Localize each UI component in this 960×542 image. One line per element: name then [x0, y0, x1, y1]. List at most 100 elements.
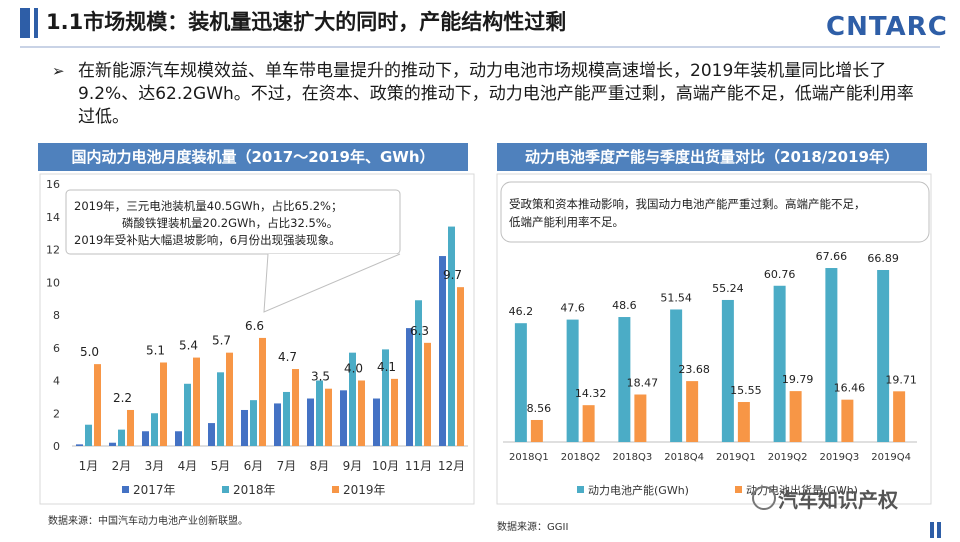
x-tick-label: 9月 — [343, 459, 363, 473]
bar-2017年 — [406, 328, 413, 446]
bar-2017年 — [208, 423, 215, 446]
x-tick-label: 12月 — [438, 459, 465, 473]
bar-capacity — [618, 317, 631, 442]
corner-decoration — [930, 522, 944, 542]
bar-shipment — [841, 399, 854, 442]
bar-2018年 — [448, 226, 455, 446]
data-label-shipment: 19.71 — [885, 373, 917, 386]
bar-shipment — [737, 402, 750, 442]
x-tick-label: 3月 — [145, 459, 165, 473]
bar-shipment — [893, 391, 906, 442]
legend-swatch — [577, 486, 584, 493]
x-tick-label: 7月 — [277, 459, 297, 473]
data-label-2019: 2.2 — [113, 391, 132, 405]
legend-swatch — [332, 486, 339, 493]
x-tick-label: 2018Q1 — [509, 452, 549, 463]
data-label-2019: 5.7 — [212, 334, 231, 348]
y-tick-label: 12 — [46, 244, 60, 257]
right-data-source: 数据来源：GGII — [497, 522, 569, 533]
bar-capacity — [670, 309, 683, 442]
data-label-shipment: 19.79 — [782, 373, 814, 386]
data-label-2019: 5.4 — [179, 339, 198, 353]
monthly-installation-chart: 0 2 4 6 8 10 12 14 16 1月 5.0 2月 2.2 3月 5.1 4月 5.4 5月 5.7 6月… — [39, 173, 475, 505]
bar-2019年 — [391, 378, 398, 446]
data-label-shipment: 18.47 — [627, 377, 659, 390]
legend-swatch — [735, 486, 742, 493]
bar-2018年 — [349, 352, 356, 446]
data-label-shipment: 16.46 — [834, 382, 866, 395]
legend-label: 2018年 — [233, 483, 276, 497]
data-label-capacity: 60.76 — [764, 268, 796, 281]
bar-shipment — [789, 391, 802, 442]
data-label-2019: 6.6 — [245, 319, 264, 333]
chart-frame — [496, 173, 932, 505]
bar-2018年 — [184, 383, 191, 446]
data-label-2019: 9.7 — [443, 268, 462, 282]
chart-frame — [39, 173, 475, 505]
y-tick-label: 14 — [46, 211, 60, 224]
data-label-capacity: 48.6 — [612, 299, 637, 312]
bar-capacity — [566, 319, 579, 442]
bar-2019年 — [457, 287, 464, 446]
data-label-capacity: 46.2 — [509, 305, 534, 318]
legend-label: 2019年 — [343, 483, 386, 497]
bar-shipment — [686, 381, 699, 442]
bar-2019年 — [127, 409, 134, 446]
legend-swatch — [122, 486, 129, 493]
bar-2017年 — [109, 442, 116, 446]
bar-2018年 — [118, 429, 125, 446]
bar-capacity — [877, 269, 890, 442]
y-tick-label: 16 — [46, 178, 60, 191]
annotation-line: 磷酸铁锂装机量20.2GWh，占比32.5%。 — [122, 216, 338, 230]
y-tick-label: 2 — [53, 407, 60, 420]
x-tick-label: 5月 — [211, 459, 231, 473]
bar-2019年 — [424, 342, 431, 446]
bar-2019年 — [358, 380, 365, 446]
wechat-icon — [752, 486, 776, 510]
data-label-2019: 3.5 — [311, 370, 330, 384]
left-chart-title: 国内动力电池月度装机量（2017～2019年、GWh） — [38, 143, 468, 171]
bar-2017年 — [439, 256, 446, 446]
header-accent-bar — [20, 8, 30, 38]
data-label-shipment: 15.55 — [730, 384, 762, 397]
y-tick-label: 8 — [53, 309, 60, 322]
annotation-line: 2019年受补贴大幅退坡影响，6月份出现强装现象。 — [74, 233, 341, 247]
annotation-pointer — [263, 253, 401, 313]
x-tick-label: 8月 — [310, 459, 330, 473]
bar-2018年 — [217, 372, 224, 446]
y-tick-label: 0 — [53, 440, 60, 453]
bar-2019年 — [94, 364, 101, 446]
data-label-capacity: 67.66 — [816, 250, 848, 263]
bar-2019年 — [259, 337, 266, 446]
bar-capacity — [773, 285, 786, 442]
annotation-line: 2019年，三元电池装机量40.5GWh，占比65.2%； — [74, 199, 342, 213]
x-tick-label: 2018Q2 — [561, 452, 601, 463]
y-tick-label: 4 — [53, 375, 60, 388]
x-tick-label: 2019Q2 — [768, 452, 808, 463]
annotation-line: 受政策和资本推动影响，我国动力电池产能严重过剩。高端产能不足， — [509, 197, 866, 211]
bar-shipment — [582, 405, 595, 442]
data-label-2019: 6.3 — [410, 324, 429, 338]
bar-2019年 — [160, 362, 167, 446]
x-tick-label: 6月 — [244, 459, 264, 473]
x-tick-label: 2019Q3 — [820, 452, 860, 463]
annotation-box — [65, 189, 401, 255]
legend-label: 动力电池产能(GWh) — [588, 483, 689, 497]
bar-capacity — [721, 299, 734, 442]
right-chart-title: 动力电池季度产能与季度出货量对比（2018/2019年） — [497, 143, 927, 171]
left-data-source: 数据来源：中国汽车动力电池产业创新联盟。 — [48, 516, 248, 527]
bullet-arrow-icon: ➢ — [52, 62, 65, 80]
bar-2017年 — [340, 390, 347, 446]
header-accent-bar-thin — [34, 8, 38, 38]
data-label-shipment: 23.68 — [678, 363, 710, 376]
data-label-2019: 4.1 — [377, 360, 396, 374]
x-tick-label: 10月 — [372, 459, 399, 473]
data-label-2019: 5.0 — [80, 345, 99, 359]
bar-2017年 — [76, 444, 83, 446]
brand-logo: CNTARC — [826, 12, 948, 42]
bar-2018年 — [382, 349, 389, 446]
data-label-capacity: 55.24 — [712, 282, 744, 295]
bar-2018年 — [283, 391, 290, 446]
data-label-capacity: 47.6 — [560, 302, 585, 315]
bar-2018年 — [250, 400, 257, 446]
